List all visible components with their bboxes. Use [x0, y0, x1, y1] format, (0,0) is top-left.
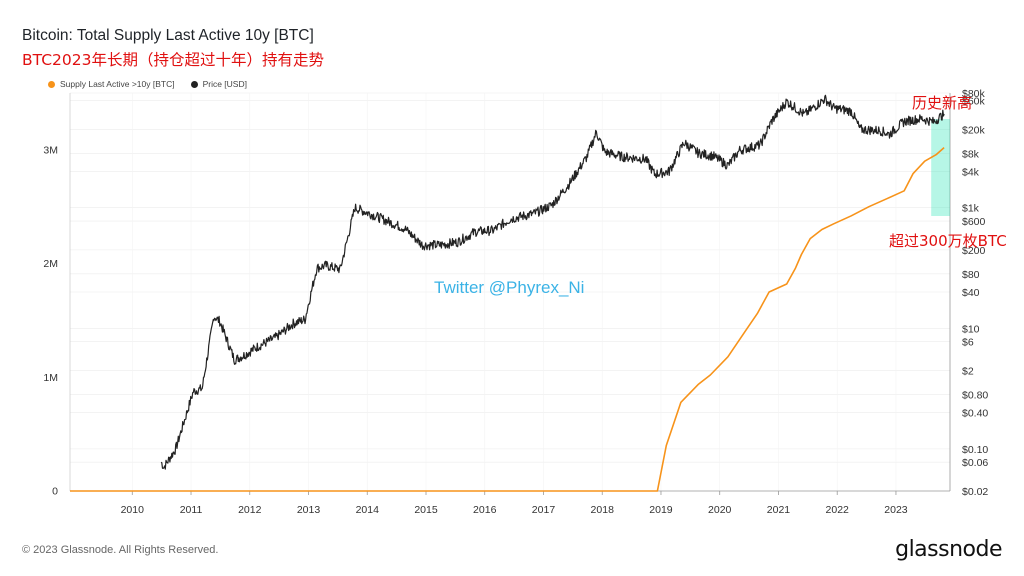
- y-right-tick-label: $0.10: [962, 444, 988, 456]
- y-left-tick-label: 1M: [43, 372, 58, 384]
- y-right-tick-label: $0.80: [962, 389, 988, 401]
- y-right-tick-label: $0.06: [962, 457, 988, 469]
- y-right-tick-label: $1k: [962, 203, 980, 215]
- legend-supply-label: Supply Last Active >10y [BTC]: [60, 79, 175, 89]
- y-right-tick-label: $80k: [962, 88, 986, 100]
- y-left-tick-label: 3M: [43, 144, 58, 156]
- legend-supply-dot: [48, 80, 55, 88]
- x-tick-label: 2022: [826, 504, 850, 516]
- x-tick-label: 2019: [649, 504, 673, 516]
- x-tick-label: 2013: [297, 504, 321, 516]
- y-right-tick-label: $8k: [962, 148, 980, 160]
- copyright-text: © 2023 Glassnode. All Rights Reserved.: [22, 544, 219, 556]
- x-tick-label: 2023: [884, 504, 908, 516]
- y-right-tick-label: $600: [962, 216, 986, 228]
- watermark-text: Twitter @Phyrex_Ni: [434, 278, 585, 297]
- chart-subtitle: BTC2023年长期（持仓超过十年）持有走势: [22, 51, 324, 69]
- legend-price-label: Price [USD]: [202, 79, 247, 89]
- y-right-tick-label: $6: [962, 337, 974, 349]
- x-tick-label: 2010: [121, 504, 145, 516]
- x-tick-label: 2021: [767, 504, 791, 516]
- y-right-tick-label: $200: [962, 245, 986, 257]
- y-right-tick-label: $60k: [962, 96, 986, 108]
- y-right-tick-label: $20k: [962, 124, 986, 136]
- y-right-tick-label: $10: [962, 323, 980, 335]
- y-right-tick-label: $80: [962, 269, 980, 281]
- x-tick-label: 2020: [708, 504, 732, 516]
- x-tick-label: 2015: [414, 504, 438, 516]
- x-tick-label: 2014: [356, 504, 380, 516]
- y-left-tick-label: 2M: [43, 258, 58, 270]
- legend-item-price[interactable]: Price [USD]: [190, 79, 247, 89]
- legend: Supply Last Active >10y [BTC] Price [USD…: [48, 79, 247, 89]
- legend-price-dot: [190, 80, 198, 88]
- supply-series-line: [70, 147, 945, 492]
- chart-title: Bitcoin: Total Supply Last Active 10y [B…: [22, 27, 314, 44]
- y-right-tick-label: $4k: [962, 166, 980, 178]
- annotation-over-3m: 超过300万枚BTC: [889, 232, 1007, 250]
- annotation-all-time-high: 历史新高: [912, 94, 973, 112]
- y-right-tick-label: $40: [962, 287, 980, 299]
- x-tick-label: 2017: [532, 504, 556, 516]
- glassnode-logo: glassnode: [895, 537, 1002, 562]
- x-tick-label: 2016: [473, 504, 497, 516]
- price-series-line: [160, 94, 945, 470]
- highlight-box: [931, 119, 950, 216]
- y-right-tick-label: $0.02: [962, 486, 988, 498]
- legend-item-supply[interactable]: Supply Last Active >10y [BTC]: [48, 79, 175, 89]
- y-right-tick-label: $2: [962, 365, 974, 377]
- y-left-tick-label: 0: [52, 486, 58, 498]
- y-right-tick-label: $0.40: [962, 408, 988, 420]
- x-tick-label: 2012: [238, 504, 262, 516]
- x-tick-label: 2011: [180, 504, 203, 516]
- x-tick-label: 2018: [591, 504, 615, 516]
